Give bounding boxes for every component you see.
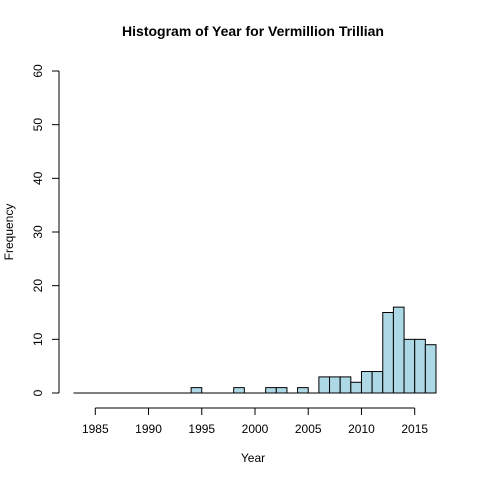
y-axis-label: Frequency — [2, 204, 16, 261]
x-tick-label: 1990 — [135, 422, 162, 436]
bars-group — [74, 307, 436, 393]
x-axis: 1985 1990 1995 2000 2005 2010 2015 — [82, 408, 428, 436]
histogram-bar — [266, 388, 277, 393]
histogram-bar — [415, 339, 426, 393]
y-axis: 0 10 20 30 40 50 60 — [31, 64, 59, 396]
histogram-bar — [298, 388, 309, 393]
histogram-bar — [234, 388, 245, 393]
x-tick-label: 2010 — [348, 422, 375, 436]
x-tick-label: 2015 — [401, 422, 428, 436]
y-tick-label: 20 — [31, 279, 45, 293]
histogram-bar — [425, 345, 436, 393]
histogram-bar — [330, 377, 341, 393]
y-tick-label: 50 — [31, 118, 45, 132]
chart-title: Histogram of Year for Vermillion Trillia… — [122, 23, 384, 39]
y-tick-label: 60 — [31, 64, 45, 78]
histogram-bar — [351, 382, 362, 393]
histogram-bar — [383, 313, 394, 394]
x-tick-label: 1995 — [188, 422, 215, 436]
y-tick-label: 10 — [31, 332, 45, 346]
histogram-bar — [372, 372, 383, 393]
y-tick-label: 0 — [31, 389, 45, 396]
histogram-bar — [191, 388, 202, 393]
y-tick-label: 30 — [31, 225, 45, 239]
histogram-bar — [404, 339, 415, 393]
x-tick-label: 2005 — [295, 422, 322, 436]
histogram-bar — [361, 372, 372, 393]
y-tick-label: 40 — [31, 171, 45, 185]
histogram-bar — [393, 307, 404, 393]
histogram-bar — [319, 377, 330, 393]
x-axis-label: Year — [241, 451, 265, 465]
x-tick-label: 1985 — [82, 422, 109, 436]
histogram-bar — [276, 388, 287, 393]
histogram-bar — [340, 377, 351, 393]
x-tick-label: 2000 — [242, 422, 269, 436]
